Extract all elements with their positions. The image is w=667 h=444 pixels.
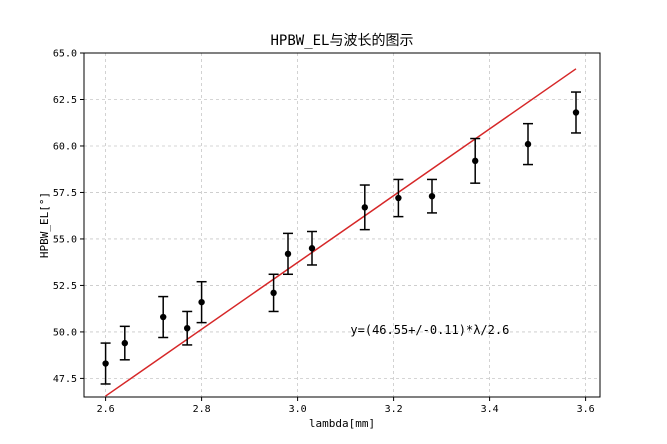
y-tick-label: 47.5: [53, 374, 77, 385]
y-tick-label: 52.5: [53, 281, 77, 292]
y-axis-label: HPBW_EL[°]: [38, 192, 51, 258]
data-point: [184, 325, 191, 332]
data-point: [102, 360, 109, 367]
data-point: [524, 140, 532, 148]
fit-line: [105, 68, 577, 397]
y-tick-label: 55.0: [53, 234, 77, 245]
fit-layer: [105, 68, 577, 397]
y-tick-label: 62.5: [53, 95, 77, 106]
fit-annotation: y=(46.55+/-0.11)*λ/2.6: [350, 323, 509, 337]
grid-layer: [84, 52, 600, 397]
x-tick-label: 3.4: [481, 404, 499, 415]
data-point: [198, 298, 205, 306]
data-point: [121, 339, 128, 347]
data-point: [428, 192, 436, 200]
x-axis-label: lambda[mm]: [309, 417, 375, 430]
chart-title: HPBW_EL与波长的图示: [270, 33, 413, 49]
data-point: [284, 250, 292, 258]
plot-frame: [83, 52, 601, 398]
x-tick-label: 3.6: [577, 404, 595, 415]
points-layer: [100, 91, 581, 385]
data-point: [308, 245, 316, 252]
y-tick-label: 60.0: [53, 141, 77, 152]
data-point: [395, 194, 402, 202]
x-tick-label: 2.6: [97, 404, 115, 415]
data-point: [160, 313, 167, 321]
y-tick-label: 65.0: [53, 49, 77, 60]
y-tick-label: 57.5: [53, 188, 77, 199]
y-tick-label: 50.0: [53, 327, 77, 338]
data-point: [270, 289, 277, 297]
x-axis-ticks: 2.6 2.8 3.0 3.2 3.4 3.6: [97, 397, 595, 415]
x-tick-label: 3.2: [385, 404, 403, 415]
data-point: [572, 109, 580, 116]
x-tick-label: 2.8: [193, 404, 211, 415]
data-point: [361, 204, 368, 211]
x-tick-label: 3.0: [289, 404, 307, 415]
data-point: [472, 157, 479, 165]
y-axis-ticks: 47.5 50.0 52.5 55.0 57.5 60.0 62.5 65.0: [53, 49, 84, 385]
